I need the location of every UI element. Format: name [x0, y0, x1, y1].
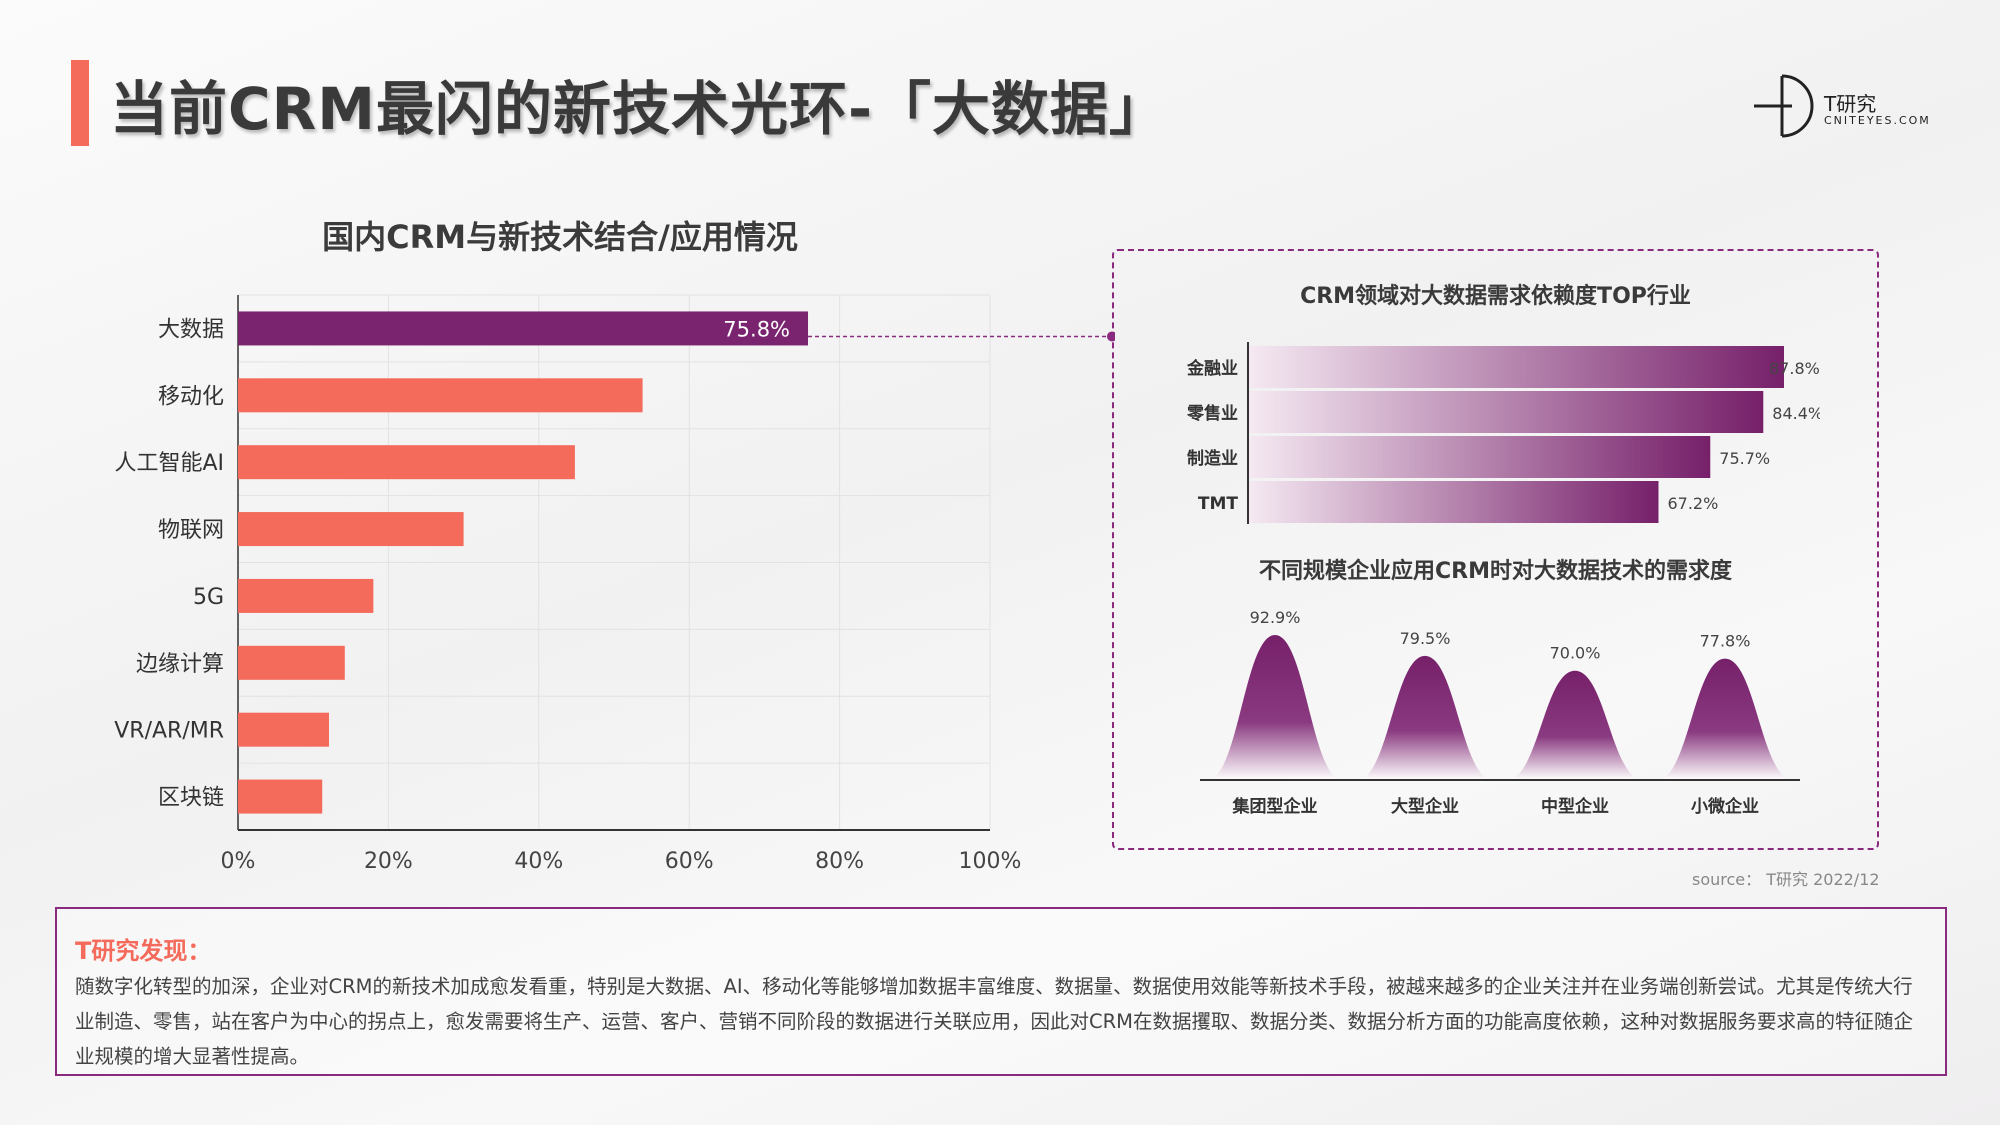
enterprise-label: 集团型企业	[1232, 796, 1318, 817]
bar	[238, 512, 464, 547]
page-title: 当前CRM最闪的新技术光环-「大数据」	[110, 75, 1169, 143]
enterprise-peak	[1659, 658, 1791, 780]
industry-bar-chart: 金融业 87.8% 零售业 84.4% 制造业 75.7% TMT 67.2%	[1186, 342, 1820, 524]
category-label: 物联网	[158, 518, 224, 543]
industry-value-label: 67.2%	[1667, 494, 1718, 513]
findings-text: 随数字化转型的加深，企业对CRM的新技术加成愈发看重，特别是大数据、AI、移动化…	[75, 975, 1913, 1068]
industry-value-label: 84.4%	[1772, 404, 1820, 423]
industry-bar	[1249, 346, 1784, 388]
x-tick-label: 40%	[514, 849, 563, 874]
x-tick-label: 0%	[221, 849, 256, 874]
category-label: 人工智能AI	[114, 451, 224, 476]
enterprise-value-label: 92.9%	[1250, 608, 1301, 627]
source-note: source： T研究 2022/12	[1692, 870, 1880, 889]
logo-name: T研究	[1824, 92, 1877, 116]
logo-mark-icon	[1754, 74, 1814, 138]
logo-domain: CNITEYES.COM	[1824, 114, 1931, 127]
industry-value-label: 87.8%	[1769, 359, 1820, 378]
industry-label: TMT	[1198, 494, 1239, 514]
industry-value-label: 75.7%	[1719, 449, 1770, 468]
brand-logo: T研究 CNITEYES.COM	[1752, 70, 1952, 142]
detail-panel	[1112, 249, 1879, 850]
industry-label: 金融业	[1186, 358, 1238, 379]
enterprise-chart-title: 不同规模企业应用CRM时对大数据技术的需求度	[1259, 559, 1732, 584]
x-tick-label: 60%	[665, 849, 714, 874]
x-tick-label: 80%	[815, 849, 864, 874]
enterprise-peak	[1509, 670, 1641, 780]
x-tick-label: 20%	[364, 849, 413, 874]
bar	[238, 578, 374, 613]
industry-label: 制造业	[1187, 448, 1238, 469]
category-label: 移动化	[158, 384, 224, 409]
industry-bar	[1249, 481, 1659, 523]
category-label: 边缘计算	[136, 652, 224, 677]
enterprise-peak	[1209, 635, 1341, 780]
category-label: 区块链	[158, 786, 224, 811]
industry-label: 零售业	[1186, 403, 1238, 424]
bar	[238, 311, 809, 346]
category-label: VR/AR/MR	[114, 719, 224, 744]
category-label: 大数据	[158, 317, 224, 342]
bar	[238, 779, 323, 814]
bar-value-label: 75.8%	[723, 317, 790, 341]
enterprise-peak-chart: 92.9% 集团型企业 79.5% 大型企业 70.0% 中型企业 77.8% 小微企业	[1200, 608, 1800, 817]
industry-bar	[1249, 391, 1764, 433]
enterprise-label: 小微企业	[1691, 796, 1759, 817]
enterprise-label: 中型企业	[1541, 796, 1609, 817]
x-tick-label: 100%	[959, 849, 1022, 874]
enterprise-value-label: 79.5%	[1400, 629, 1451, 648]
enterprise-peak	[1359, 655, 1491, 780]
enterprise-value-label: 77.8%	[1700, 632, 1751, 651]
bar	[238, 645, 345, 680]
bar	[238, 712, 329, 747]
enterprise-value-label: 70.0%	[1550, 644, 1601, 663]
findings-title: T研究发现：	[75, 937, 212, 965]
left-chart-grid	[237, 294, 991, 831]
bar	[238, 378, 643, 413]
industry-chart-title: CRM领域对大数据需求依赖度TOP行业	[1300, 284, 1691, 309]
category-label: 5G	[193, 585, 224, 610]
left-chart-title: 国内CRM与新技术结合/应用情况	[322, 218, 798, 256]
enterprise-label: 大型企业	[1391, 796, 1459, 817]
findings-box: T研究发现： 随数字化转型的加深，企业对CRM的新技术加成愈发看重，特别是大数据…	[55, 907, 1947, 1076]
title-accent-bar	[71, 60, 89, 146]
industry-bar	[1249, 436, 1711, 478]
bar	[238, 445, 575, 480]
